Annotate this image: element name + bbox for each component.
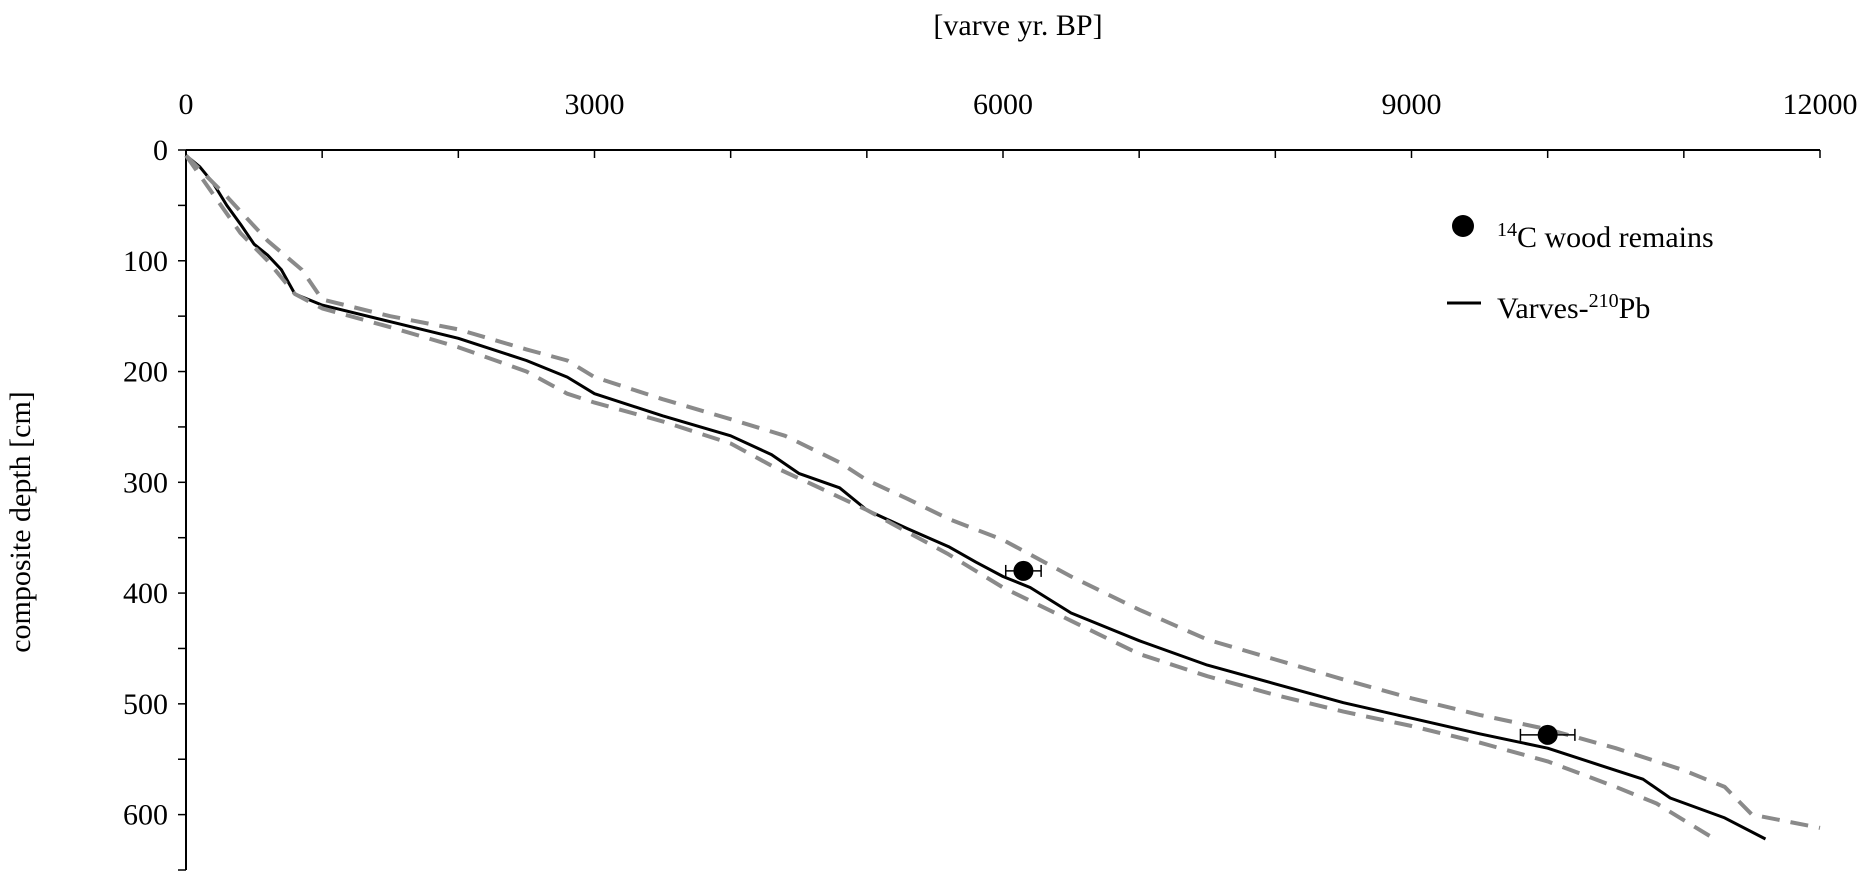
y-tick-label: 600 bbox=[123, 799, 168, 832]
x-tick-label: 6000 bbox=[973, 88, 1033, 121]
series-layer bbox=[184, 154, 1821, 841]
legend-marker-14c bbox=[1452, 215, 1474, 237]
legend-text: C wood remains bbox=[1517, 221, 1714, 254]
x-tick-label: 9000 bbox=[1382, 88, 1442, 121]
y-tick-label: 500 bbox=[123, 688, 168, 721]
data-point-14c bbox=[1013, 560, 1034, 581]
legend-text: Pb bbox=[1619, 292, 1651, 325]
legend: 14C wood remains Varves-210Pb bbox=[1447, 215, 1714, 325]
y-tick-label: 300 bbox=[123, 466, 168, 499]
y-tick-label: 200 bbox=[123, 356, 168, 389]
y-tick-label: 0 bbox=[153, 134, 168, 167]
legend-label-varves: Varves-210Pb bbox=[1497, 290, 1650, 325]
y-tick-label: 400 bbox=[123, 577, 168, 610]
x-tick-label: 3000 bbox=[565, 88, 625, 121]
y-axis: 0 100 200 300 400 500 600 bbox=[123, 134, 187, 871]
legend-superscript: 210 bbox=[1589, 290, 1619, 312]
legend-superscript: 14 bbox=[1497, 219, 1517, 241]
data-points-layer bbox=[1004, 560, 1576, 745]
legend-label-14c: 14C wood remains bbox=[1497, 219, 1714, 254]
series-lower-bound bbox=[184, 154, 1713, 839]
legend-text: Varves- bbox=[1497, 292, 1589, 325]
x-tick-label: 0 bbox=[179, 88, 194, 121]
y-axis-title: composite depth [cm] bbox=[4, 391, 37, 653]
y-tick-label: 100 bbox=[123, 245, 168, 278]
x-tick-label: 12000 bbox=[1783, 88, 1858, 121]
x-axis-title: [varve yr. BP] bbox=[933, 9, 1102, 42]
x-axis: 0 3000 6000 9000 12000 bbox=[179, 88, 1858, 158]
series-varves-210pb bbox=[185, 154, 1767, 841]
data-point-14c bbox=[1537, 724, 1558, 745]
series-upper-bound bbox=[184, 154, 1821, 830]
